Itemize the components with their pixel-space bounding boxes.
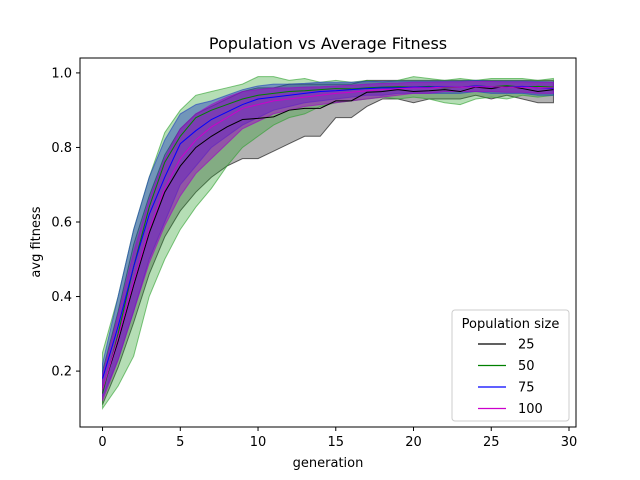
legend-title: Population size: [462, 317, 560, 332]
x-tick-label: 15: [328, 435, 345, 450]
x-tick-label: 30: [561, 435, 578, 450]
x-tick-label: 5: [176, 435, 184, 450]
x-axis-ticks: 0 5 10 15 20 25 30: [98, 427, 577, 450]
y-axis-label: avg fitness: [29, 206, 44, 277]
legend-label-25: 25: [518, 338, 535, 353]
legend-box: [451, 309, 570, 422]
x-axis-label: generation: [293, 456, 364, 471]
legend: Population size 25 50 75 100: [451, 309, 570, 422]
y-tick-label: 0.8: [51, 141, 72, 156]
line-series-25: [102, 85, 554, 390]
x-tick-label: 0: [98, 435, 106, 450]
line-series-100: [102, 86, 554, 390]
confidence-bands: [102, 76, 554, 410]
legend-label-75: 75: [518, 381, 535, 396]
x-tick-label: 20: [405, 435, 422, 450]
band-series-25: [102, 79, 554, 405]
y-tick-label: 1.0: [51, 66, 72, 81]
y-tick-label: 0.2: [51, 365, 72, 380]
x-tick-label: 10: [250, 435, 267, 450]
x-tick-label: 25: [483, 435, 500, 450]
y-tick-label: 0.6: [51, 216, 72, 231]
legend-label-50: 50: [518, 359, 535, 374]
band-series-100: [102, 80, 554, 402]
axes-frame: [79, 57, 577, 428]
series-lines: [102, 85, 554, 394]
y-axis-ticks: 0.2 0.4 0.6 0.8 1.0: [51, 66, 80, 380]
chart-title: Population vs Average Fitness: [209, 34, 447, 53]
line-series-75: [102, 85, 554, 379]
y-tick-label: 0.4: [51, 290, 72, 305]
legend-label-100: 100: [518, 402, 543, 417]
